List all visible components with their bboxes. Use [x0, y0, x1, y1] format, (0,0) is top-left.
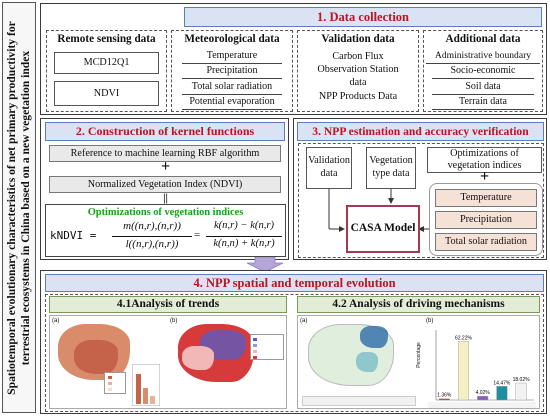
formula-equals: =: [194, 229, 201, 241]
input-temperature: Temperature: [435, 189, 537, 207]
section-kernel-functions: 2. Construction of kernel functions Refe…: [40, 118, 289, 260]
side-title-line2: terrestrial ecosystems in China based on…: [19, 50, 32, 365]
meteorological-item-4: Potential evaporation: [182, 96, 282, 110]
section4-header: 4. NPP spatial and temporal evolution: [45, 274, 544, 292]
validation-item-2: NPP Products Data: [318, 91, 398, 102]
vegetation-type-label: Vegetation type data: [369, 155, 413, 179]
additional-item-2: Socio-economic: [432, 65, 534, 79]
chart-bar-3: [477, 396, 489, 401]
validation-column: Validation data Carbon Flux Observation …: [297, 30, 419, 112]
additional-column: Additional data Administrative boundary …: [423, 30, 543, 112]
casa-model-label: CASA Model: [350, 222, 416, 234]
kndvi-lhs: kNDVI =: [50, 229, 97, 242]
trend-map-a-detail: [74, 340, 118, 374]
remote-sensing-item-2: NDVI: [93, 88, 120, 99]
optimizations-label: Optimizations of vegetation indices: [447, 148, 522, 171]
trend-map-a-legend: [104, 372, 126, 394]
chart-ylabel: Percentage: [415, 342, 422, 368]
section2-header: 2. Construction of kernel functions: [45, 122, 285, 141]
trends-header: 4.1Analysis of trends: [49, 296, 287, 313]
section1-header: 1. Data collection: [184, 7, 542, 27]
meteorological-heading: Meteorological data: [184, 33, 280, 45]
additional-item-1: Administrative boundary: [426, 50, 540, 64]
meteorological-item-2: Precipitation: [182, 65, 282, 79]
side-title-panel: Spatiotemporal evolutionary characterist…: [2, 2, 36, 413]
chart-bar-2: [458, 341, 469, 401]
casa-model-box: CASA Model: [346, 205, 420, 253]
validation-heading: Validation data: [321, 33, 395, 45]
fraction1-bar: [112, 236, 192, 237]
additional-heading: Additional data: [445, 33, 521, 45]
side-title: Spatiotemporal evolutionary characterist…: [5, 5, 33, 410]
meteorological-column: Meteorological data Temperature Precipit…: [171, 30, 293, 112]
chart-data-label-3: 4.02%: [476, 390, 491, 396]
trend-panel-a-label: (a): [52, 318, 60, 324]
down-arrow: [246, 257, 284, 273]
chart-legend-strip: [428, 402, 536, 408]
section3-plus: +: [479, 168, 490, 185]
driving-map-north: [360, 326, 388, 348]
validation-data-label: Validation data: [308, 155, 350, 179]
fraction2-numerator: k(n,r) − k(n,r): [213, 220, 275, 231]
meteorological-item-3: Total solar radiation: [182, 81, 282, 95]
fraction1-denominator: l((n,r),(n,r)): [125, 238, 179, 250]
optimization-title: Optimizations of vegetation indices: [87, 207, 244, 218]
trend-map-b-legend: [250, 334, 284, 360]
chart-bar-5: [515, 382, 527, 401]
input-precipitation: Precipitation: [435, 211, 537, 229]
driving-figure: (a) (b) Percentage 1.36% 62.22% 4.02% 14.47…: [297, 315, 540, 409]
kndvi-formula-box: Optimizations of vegetation indices kNDV…: [45, 204, 286, 257]
section-spatial-temporal: 4. NPP spatial and temporal evolution 4.…: [40, 270, 547, 414]
equivalence-sign: ||: [163, 192, 168, 204]
section-data-collection: 1. Data collection Remote sensing data M…: [40, 3, 547, 115]
chart-bar-1: [438, 398, 450, 401]
vegetation-type-box: Vegetation type data: [366, 147, 416, 189]
driving-map-east: [356, 352, 378, 372]
optimizations-box: Optimizations of vegetation indices: [427, 147, 542, 173]
section3-header: 3. NPP estimation and accuracy verificat…: [297, 122, 544, 141]
remote-sensing-item-box-1: MCD12Q1: [54, 52, 159, 74]
trend-map-b-west: [182, 346, 214, 370]
rbf-reference-box: Reference to machine learning RBF algori…: [49, 145, 281, 162]
validation-item-1: Carbon Flux Observation Station data: [317, 51, 399, 88]
remote-sensing-heading: Remote sensing data: [57, 33, 156, 45]
plus-sign: +: [160, 158, 171, 175]
meteorological-item-1: Temperature: [182, 50, 282, 64]
fraction1-numerator: m((n,r),(n,r)): [123, 220, 181, 232]
trend-inset-chart: [132, 364, 160, 406]
chart-data-label-2: 62.22%: [455, 335, 473, 341]
remote-sensing-item-box-2: NDVI: [54, 81, 159, 106]
remote-sensing-item-1: MCD12Q1: [83, 57, 130, 68]
chart-data-label-1: 1.36%: [437, 393, 452, 399]
fraction2-bar: [206, 236, 282, 237]
chart-data-label-4: 14.47%: [493, 380, 511, 386]
driving-panel-a-label: (a): [300, 318, 308, 324]
remote-sensing-column: Remote sensing data MCD12Q1 NDVI: [46, 30, 167, 112]
additional-item-3: Soil data: [432, 81, 534, 95]
additional-item-4: Terrain data: [432, 96, 534, 110]
ndvi-box: Normalized Vegetation Index (NDVI): [49, 176, 281, 193]
trend-panel-b-label: (b): [170, 318, 178, 324]
driving-legend: [302, 396, 416, 406]
driving-header: 4.2 Analysis of driving mechanisms: [297, 296, 540, 313]
fraction2-denominator: k(n,n) + k(n,r): [213, 238, 275, 249]
chart-bar-4: [496, 386, 508, 401]
driving-panel-b-label: (b): [426, 318, 434, 324]
driving-bar-chart: 1.36% 62.22% 4.02%14.47%18.02%: [435, 330, 534, 401]
input-solar-radiation: Total solar radiation: [435, 233, 537, 251]
trends-figure: (a) (b): [49, 315, 287, 409]
validation-data-box: Validation data: [306, 147, 352, 189]
side-title-line1: Spatiotemporal evolutionary characterist…: [5, 20, 18, 395]
section-npp-estimation: 3. NPP estimation and accuracy verificat…: [293, 118, 547, 260]
chart-data-label-5: 18.02%: [513, 377, 531, 383]
